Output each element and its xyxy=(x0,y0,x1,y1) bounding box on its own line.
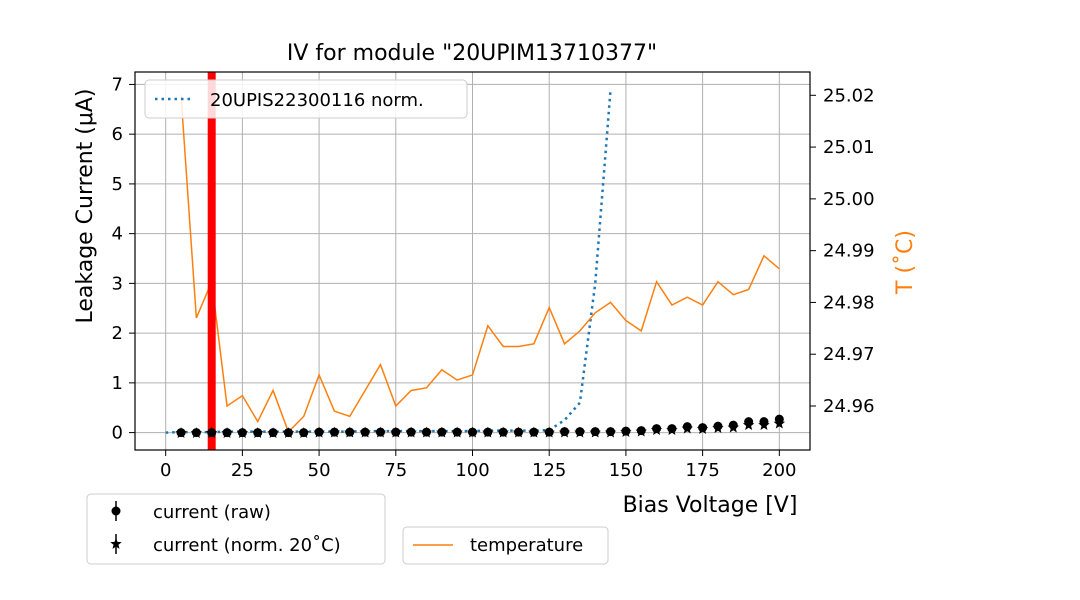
y-right-tick-label: 25.01 xyxy=(823,137,875,158)
data-point-current-norm xyxy=(175,427,187,438)
legend-box xyxy=(402,526,609,565)
data-point-current-norm xyxy=(604,426,617,438)
data-point-current-norm xyxy=(773,417,786,429)
legend-item-temperature: temperature xyxy=(470,535,583,556)
y-right-tick-label: 24.97 xyxy=(823,344,875,365)
data-point-current-norm xyxy=(236,427,249,438)
y-tick-label: 7 xyxy=(112,74,123,95)
data-point-current-norm xyxy=(405,426,417,438)
data-point-current-norm xyxy=(512,426,525,438)
data-point-current-norm xyxy=(328,426,341,438)
y-tick-label: 4 xyxy=(112,224,123,245)
data-point-current-norm xyxy=(313,426,325,438)
data-point-current-norm xyxy=(712,422,724,433)
data-point-current-norm xyxy=(758,419,770,430)
x-tick-label: 0 xyxy=(160,460,171,481)
data-point-current-norm xyxy=(344,426,356,438)
y-tick-label: 3 xyxy=(112,273,123,294)
y-tick-label: 6 xyxy=(112,124,123,145)
data-point-current-norm xyxy=(558,426,571,438)
x-axis-label: Bias Voltage [V] xyxy=(623,493,798,518)
x-tick-label: 50 xyxy=(308,460,331,481)
y-right-tick-label: 24.96 xyxy=(823,396,875,417)
data-point-current-norm xyxy=(650,424,663,435)
data-point-current-norm xyxy=(696,423,709,434)
y-right-axis-label: T (˚C) xyxy=(893,230,918,295)
y-tick-label: 1 xyxy=(112,373,123,394)
data-point-current-norm xyxy=(374,426,387,438)
y-right-tick-label: 24.98 xyxy=(823,292,875,313)
data-point-current-norm xyxy=(528,426,540,438)
data-point-current-norm xyxy=(620,426,632,437)
data-point-current-norm xyxy=(436,426,448,438)
y-right-tick-label: 25.02 xyxy=(823,85,875,106)
data-point-current-norm xyxy=(574,426,586,438)
axes: 0 25 50 75 100 125 150 175 200 0 1 2 3 4 5 6 7 24.96 24.97… xyxy=(112,74,875,481)
data-point-current-norm xyxy=(206,427,218,438)
x-tick-label: 125 xyxy=(532,460,566,481)
data-point-current-norm xyxy=(543,426,555,438)
data-point-current-norm xyxy=(221,427,233,438)
data-point-current-norm xyxy=(589,426,601,438)
y-right-tick-label: 24.99 xyxy=(823,241,875,262)
data-point-current-norm xyxy=(252,427,264,438)
y-axis-label: Leakage Current (μA) xyxy=(73,88,98,323)
data-point-current-norm xyxy=(681,422,693,434)
legend-item-current-raw: current (raw) xyxy=(153,502,271,523)
data-point-current-norm xyxy=(451,426,463,438)
x-tick-label: 75 xyxy=(384,460,407,481)
star-marker-icon xyxy=(110,538,122,549)
x-tick-label: 200 xyxy=(762,460,796,481)
y-tick-label: 5 xyxy=(112,174,123,195)
circle-marker-icon xyxy=(111,506,121,516)
x-tick-label: 25 xyxy=(231,460,254,481)
legend-bottom-right: temperature xyxy=(402,526,609,565)
data-point-current-norm xyxy=(727,421,739,433)
data-point-current-norm xyxy=(742,419,755,430)
data-point-current-norm xyxy=(359,426,371,438)
series-line-temperature xyxy=(180,95,780,434)
chart-title: IV for module "20UPIM13710377" xyxy=(287,41,657,66)
x-tick-label: 150 xyxy=(609,460,643,481)
data-point-current-norm xyxy=(635,425,647,437)
y-tick-label: 2 xyxy=(112,323,123,344)
data-point-current-norm xyxy=(466,426,479,438)
plot-area xyxy=(165,72,786,450)
y-right-tick-label: 25.00 xyxy=(823,189,875,210)
data-point-current-norm xyxy=(482,426,494,438)
data-point-current-norm xyxy=(267,427,279,438)
legend-item-current-norm: current (norm. 20˚C) xyxy=(153,535,341,556)
legend-bottom-left: current (raw) current (norm. 20˚C) xyxy=(86,493,386,565)
data-point-current-norm xyxy=(282,427,295,438)
data-point-current-norm xyxy=(298,427,310,438)
legend-box xyxy=(144,79,468,119)
y-tick-label: 0 xyxy=(112,423,123,444)
legend-item-reference: 20UPIS22300116 norm. xyxy=(210,90,424,111)
x-tick-label: 175 xyxy=(685,460,719,481)
data-point-current-norm xyxy=(420,426,433,438)
data-point-current-norm xyxy=(390,426,402,438)
data-point-current-norm xyxy=(497,426,509,438)
legend-box xyxy=(86,493,386,565)
data-point-current-norm xyxy=(190,427,203,438)
data-point-current-norm xyxy=(666,424,678,435)
legend-upper-left: 20UPIS22300116 norm. xyxy=(144,79,468,119)
x-tick-label: 100 xyxy=(455,460,489,481)
